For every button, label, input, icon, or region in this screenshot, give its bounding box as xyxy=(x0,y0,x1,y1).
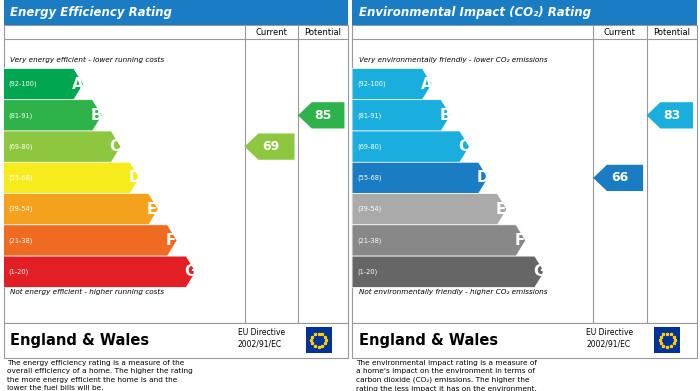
Text: G: G xyxy=(184,264,197,279)
Text: (39-54): (39-54) xyxy=(357,206,382,212)
Text: England & Wales: England & Wales xyxy=(359,333,498,348)
Bar xyxy=(306,328,332,353)
Text: EU Directive
2002/91/EC: EU Directive 2002/91/EC xyxy=(238,328,285,349)
Text: (81-91): (81-91) xyxy=(8,112,33,118)
Text: A: A xyxy=(421,77,433,91)
Text: Current: Current xyxy=(604,28,636,37)
Text: Very environmentally friendly - lower CO₂ emissions: Very environmentally friendly - lower CO… xyxy=(359,56,547,63)
Text: Potential: Potential xyxy=(653,28,690,37)
Text: G: G xyxy=(533,264,545,279)
Polygon shape xyxy=(352,256,545,287)
Text: (1-20): (1-20) xyxy=(357,269,377,275)
Polygon shape xyxy=(298,102,344,129)
Text: (55-68): (55-68) xyxy=(8,175,34,181)
Text: C: C xyxy=(458,139,469,154)
Polygon shape xyxy=(352,194,507,225)
Text: (21-38): (21-38) xyxy=(8,237,33,244)
Polygon shape xyxy=(4,100,102,131)
Text: Energy Efficiency Rating: Energy Efficiency Rating xyxy=(10,6,172,19)
Text: (92-100): (92-100) xyxy=(357,81,386,87)
Polygon shape xyxy=(352,225,526,256)
Text: D: D xyxy=(477,170,489,185)
Text: Current: Current xyxy=(256,28,287,37)
Text: F: F xyxy=(514,233,525,248)
Polygon shape xyxy=(4,256,196,287)
Text: EU Directive
2002/91/EC: EU Directive 2002/91/EC xyxy=(587,328,634,349)
Text: 66: 66 xyxy=(611,171,629,185)
Text: E: E xyxy=(147,202,158,217)
Text: Very energy efficient - lower running costs: Very energy efficient - lower running co… xyxy=(10,56,164,63)
Polygon shape xyxy=(244,133,295,160)
Polygon shape xyxy=(352,68,432,100)
Text: Not energy efficient - higher running costs: Not energy efficient - higher running co… xyxy=(10,289,164,296)
Bar xyxy=(4,0,348,25)
Bar xyxy=(4,323,348,358)
Polygon shape xyxy=(4,225,177,256)
Polygon shape xyxy=(4,194,158,225)
Text: B: B xyxy=(91,108,102,123)
Text: B: B xyxy=(440,108,451,123)
Text: (69-80): (69-80) xyxy=(8,143,33,150)
Bar xyxy=(654,328,680,353)
Bar xyxy=(352,323,696,358)
Text: (69-80): (69-80) xyxy=(357,143,382,150)
Polygon shape xyxy=(352,162,488,194)
Polygon shape xyxy=(647,102,693,129)
Text: 85: 85 xyxy=(314,109,332,122)
Text: 69: 69 xyxy=(262,140,280,153)
Text: Not environmentally friendly - higher CO₂ emissions: Not environmentally friendly - higher CO… xyxy=(359,289,547,296)
Text: E: E xyxy=(496,202,506,217)
Polygon shape xyxy=(593,165,643,191)
Text: England & Wales: England & Wales xyxy=(10,333,150,348)
Text: Potential: Potential xyxy=(304,28,342,37)
Text: D: D xyxy=(128,170,141,185)
Text: Environmental Impact (CO₂) Rating: Environmental Impact (CO₂) Rating xyxy=(359,6,591,19)
Text: (81-91): (81-91) xyxy=(357,112,382,118)
Text: 83: 83 xyxy=(663,109,680,122)
Polygon shape xyxy=(4,162,139,194)
Polygon shape xyxy=(352,100,451,131)
Text: (92-100): (92-100) xyxy=(8,81,37,87)
Text: (55-68): (55-68) xyxy=(357,175,382,181)
Bar xyxy=(352,25,696,323)
Text: C: C xyxy=(109,139,120,154)
Text: The environmental impact rating is a measure of
a home's impact on the environme: The environmental impact rating is a mea… xyxy=(356,360,536,391)
Polygon shape xyxy=(352,131,470,162)
Polygon shape xyxy=(4,68,83,100)
Text: (21-38): (21-38) xyxy=(357,237,382,244)
Text: The energy efficiency rating is a measure of the
overall efficiency of a home. T: The energy efficiency rating is a measur… xyxy=(7,360,192,391)
Bar xyxy=(4,25,348,323)
Polygon shape xyxy=(4,131,121,162)
Text: (1-20): (1-20) xyxy=(8,269,29,275)
Text: (39-54): (39-54) xyxy=(8,206,33,212)
Text: F: F xyxy=(166,233,176,248)
Text: A: A xyxy=(72,77,84,91)
Bar xyxy=(352,0,696,25)
